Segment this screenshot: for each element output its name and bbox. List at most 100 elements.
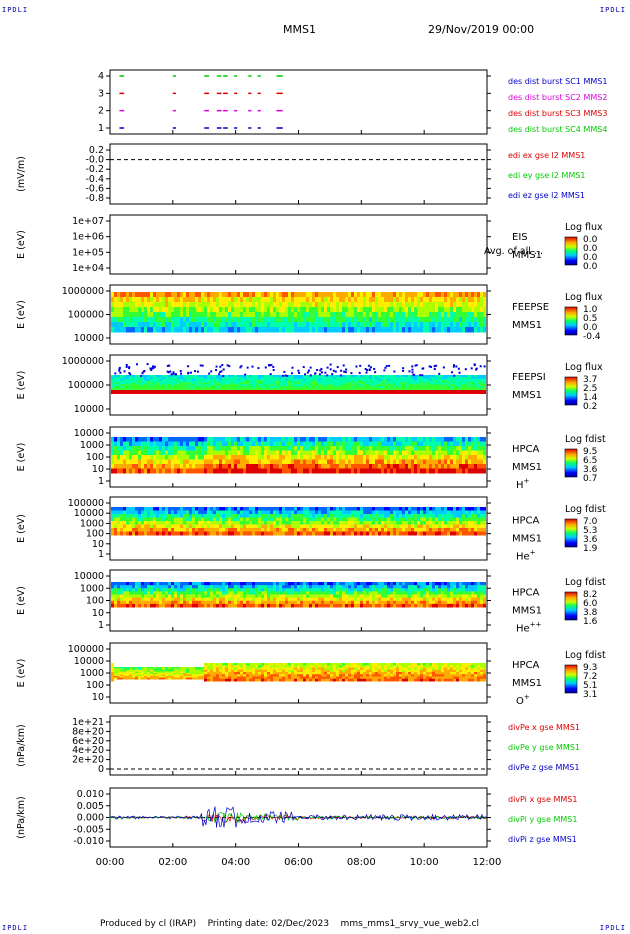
spectrogram-cell xyxy=(480,312,483,318)
spectrogram-cell xyxy=(387,441,390,447)
spectrogram-cell xyxy=(174,582,177,586)
spectrogram-cell xyxy=(258,386,261,389)
spectrogram-cell xyxy=(123,459,126,465)
spectrogram-cell xyxy=(396,459,399,465)
spectrogram-cell xyxy=(162,388,165,391)
spectrogram-cell xyxy=(114,450,117,456)
spectrogram-cell xyxy=(267,317,270,323)
spectrogram-cell xyxy=(363,388,366,391)
spectrogram-cell xyxy=(348,517,351,522)
spectrogram-cell xyxy=(150,384,153,387)
spectrogram-cell xyxy=(252,380,255,383)
feepsi-scatter-point xyxy=(304,373,307,376)
legend-label: divPe y gse MMS1 xyxy=(508,743,580,752)
spectrogram-cell xyxy=(168,386,171,389)
spectrogram-cell xyxy=(186,514,189,518)
spectrogram-cell xyxy=(120,528,123,532)
spectrogram-cell xyxy=(237,582,240,586)
spectrogram-cell xyxy=(483,302,486,308)
spectrogram-cell xyxy=(441,521,444,525)
spectrogram-cell xyxy=(159,437,162,442)
spectrogram-cell xyxy=(471,517,474,522)
spectrogram-cell xyxy=(219,297,222,303)
spectrogram-cell xyxy=(273,327,276,333)
spectrogram-cell xyxy=(153,386,156,389)
spectrogram-cell xyxy=(192,446,195,451)
spectrogram-cell xyxy=(261,446,264,451)
spectrogram-cell xyxy=(300,464,303,469)
spectrogram-cell xyxy=(447,307,450,313)
spectrogram-cell xyxy=(267,322,270,328)
y-tick-label: 100 xyxy=(86,680,104,691)
spectrogram-cell xyxy=(444,514,447,518)
spectrogram-cell xyxy=(477,507,480,511)
spectrogram-cell xyxy=(279,317,282,323)
spectrogram-cell xyxy=(354,464,357,469)
spectrogram-cell xyxy=(141,531,144,536)
spectrogram-cell xyxy=(156,302,159,308)
spectrogram-cell xyxy=(111,464,114,469)
spectrogram-cell xyxy=(330,459,333,465)
spectrogram-cell xyxy=(159,307,162,313)
spectrogram-cell xyxy=(264,517,267,522)
spectrogram-cell xyxy=(150,292,153,298)
spectrogram-cell xyxy=(144,376,147,380)
spectrogram-cell xyxy=(408,521,411,525)
spectrogram-cell xyxy=(159,585,162,589)
spectrogram-cell xyxy=(297,322,300,328)
spectrogram-cell xyxy=(240,459,243,465)
spectrogram-cell xyxy=(471,507,474,511)
spectrogram-cell xyxy=(270,510,273,515)
spectrogram-cell xyxy=(171,450,174,456)
spectrogram-cell xyxy=(360,441,363,447)
spectrogram-cell xyxy=(306,375,309,378)
spectrogram-cell xyxy=(243,507,246,511)
spectrogram-cell xyxy=(414,297,417,303)
spectrogram-cell xyxy=(282,386,285,389)
spectrogram-cell xyxy=(138,468,141,474)
spectrogram-cell xyxy=(399,375,402,378)
spectrogram-cell xyxy=(111,297,114,303)
spectrogram-cell xyxy=(228,597,231,602)
spectrogram-cell xyxy=(126,514,129,518)
spectrogram-cell xyxy=(480,322,483,328)
spectrogram-cell xyxy=(288,528,291,532)
spectrogram-cell xyxy=(135,307,138,313)
spectrogram-cell xyxy=(429,380,432,383)
spectrogram-cell xyxy=(144,441,147,447)
spectrogram-cell xyxy=(216,603,219,608)
spectrogram-cell xyxy=(180,594,183,599)
spectrogram-cell xyxy=(246,588,249,592)
spectrogram-cell xyxy=(414,455,417,460)
spectrogram-cell xyxy=(453,517,456,522)
spectrogram-cell xyxy=(423,531,426,536)
colorbar-tick-label: 3.7 xyxy=(583,375,597,385)
spectrogram-cell xyxy=(162,582,165,586)
spectrogram-cell xyxy=(213,378,216,382)
spectrogram-cell xyxy=(261,307,264,313)
spectrogram-cell xyxy=(390,312,393,318)
spectrogram-cell xyxy=(414,302,417,308)
spectrogram-cell xyxy=(396,468,399,474)
spectrogram-cell xyxy=(138,292,141,298)
spectrogram-cell xyxy=(255,600,258,605)
spectrogram-cell xyxy=(471,464,474,469)
spectrogram-cell xyxy=(429,459,432,465)
spectrogram-cell xyxy=(423,376,426,380)
spectrogram-cell xyxy=(180,441,183,447)
spectrogram-cell xyxy=(285,388,288,391)
spectrogram-cell xyxy=(441,317,444,323)
feepsi-scatter-point xyxy=(272,369,275,372)
spectrogram-cell xyxy=(288,388,291,391)
spectrogram-cell xyxy=(312,441,315,447)
spectrogram-cell xyxy=(462,531,465,536)
spectrogram-cell xyxy=(222,597,225,602)
spectrogram-cell xyxy=(336,455,339,460)
spectrogram-cell xyxy=(192,450,195,456)
spectrogram-cell xyxy=(225,597,228,602)
y-tick-label: 10 xyxy=(92,539,104,550)
spectrogram-cell xyxy=(456,507,459,511)
spectrogram-cell xyxy=(459,450,462,456)
spectrogram-cell xyxy=(312,302,315,308)
spectrogram-cell xyxy=(117,307,120,313)
